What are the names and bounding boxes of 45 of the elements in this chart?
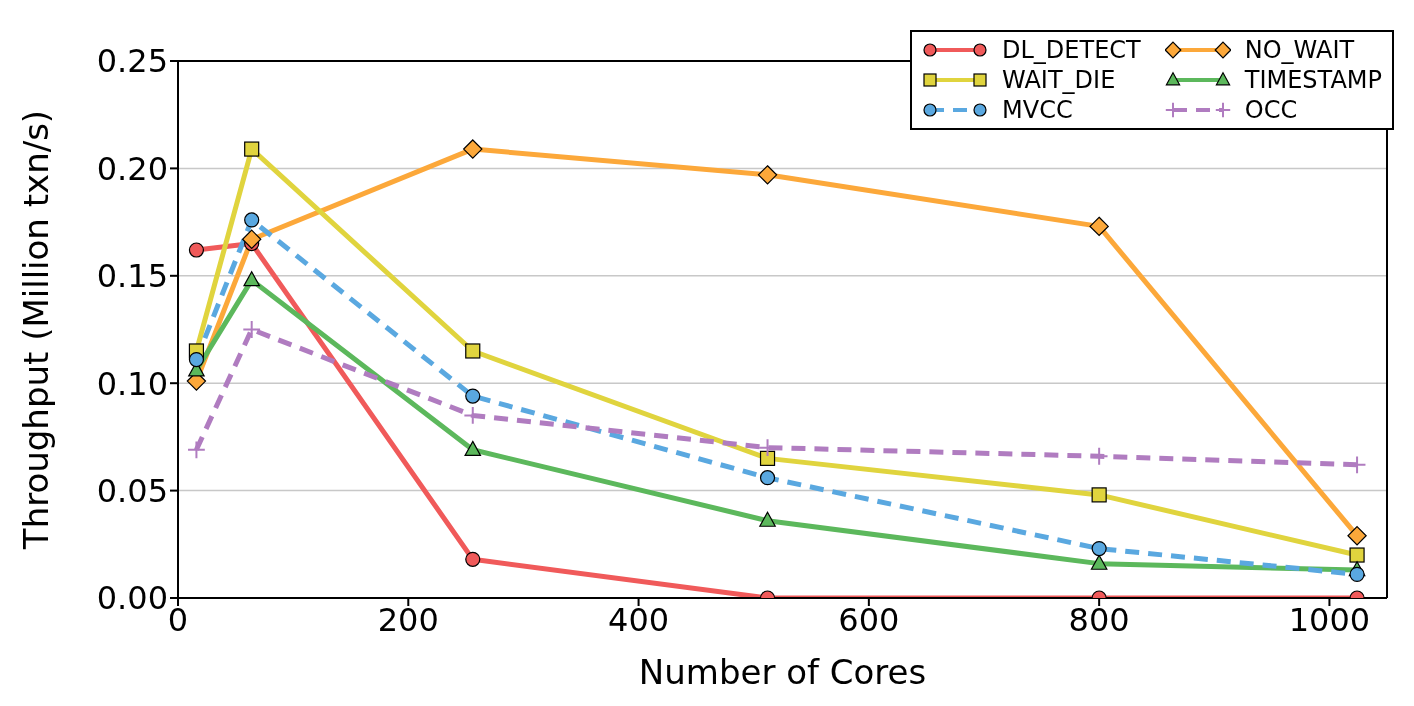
x-tick-label: 0 [167,600,189,639]
legend-label: WAIT_DIE [1002,66,1116,94]
y-tick-label: 0.10 [96,364,168,403]
point [1349,566,1365,582]
legend-label: TIMESTAMP [1244,66,1382,94]
y-tick-label: 0.00 [96,579,168,618]
x-tick-label: 600 [838,600,900,639]
x-tick-label: 1000 [1288,600,1371,639]
legend-label: DL_DETECT [1002,36,1141,64]
point [465,388,481,404]
point [1347,526,1367,546]
point [464,440,482,456]
x-tick-label: 800 [1068,600,1130,639]
y-axis-title: Throughput (Million txn/s) [16,109,57,551]
point [759,470,776,486]
point [465,551,481,567]
point [241,229,262,249]
legend-label: NO_WAIT [1244,36,1355,64]
x-tick-label: 400 [608,600,670,639]
point [187,440,206,460]
point [1091,487,1107,503]
point [188,351,205,368]
legend-label: OCC [1244,96,1298,124]
x-tick-label: 200 [377,600,439,639]
y-tick-label: 0.05 [96,471,168,510]
point [1090,554,1108,570]
y-tick-label: 0.25 [96,42,168,81]
legend-label: MVCC [1002,96,1073,124]
point [243,271,260,287]
point [188,242,205,258]
y-tick-label: 0.15 [96,257,168,296]
point [244,212,260,228]
point [1089,216,1109,237]
point [1091,541,1107,557]
point [757,165,778,185]
point [1089,446,1109,466]
x-axis-title: Number of Cores [638,652,927,692]
point [465,343,481,359]
point [1349,547,1365,563]
y-tick-label: 0.20 [96,149,168,188]
point [759,511,776,527]
point [759,450,776,466]
point [244,141,260,157]
point [463,139,483,159]
point [242,320,262,339]
